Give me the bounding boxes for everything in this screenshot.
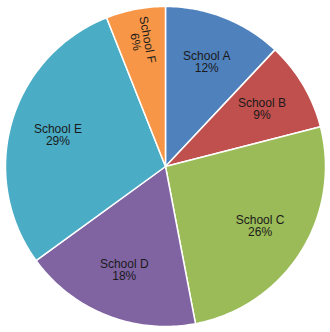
svg-text:School F6%: School F6% — [124, 15, 158, 66]
svg-text:School E29%: School E29% — [34, 122, 82, 148]
svg-text:School D18%: School D18% — [100, 257, 149, 283]
svg-text:School C26%: School C26% — [236, 213, 285, 239]
svg-text:School B9%: School B9% — [238, 96, 286, 122]
svg-text:School A12%: School A12% — [183, 49, 230, 75]
